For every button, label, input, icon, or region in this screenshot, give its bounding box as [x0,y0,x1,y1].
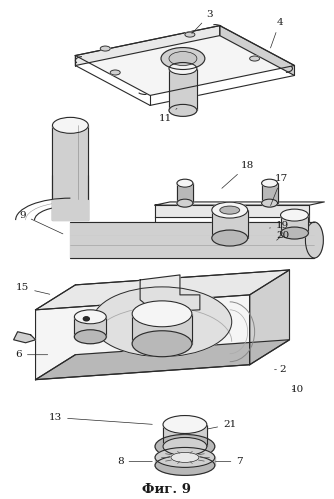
Text: Фиг. 9: Фиг. 9 [143,483,191,496]
Ellipse shape [163,416,207,434]
Ellipse shape [163,438,207,456]
Text: 11: 11 [158,108,177,123]
Text: 13: 13 [49,413,152,424]
Polygon shape [169,68,197,110]
Ellipse shape [92,287,232,357]
Polygon shape [35,270,290,310]
Ellipse shape [52,117,88,133]
Text: 4: 4 [271,18,283,48]
Polygon shape [212,210,248,238]
Ellipse shape [155,435,215,459]
Text: 2: 2 [275,365,286,374]
Ellipse shape [100,46,110,51]
Polygon shape [177,183,193,203]
Polygon shape [281,215,308,233]
Polygon shape [52,200,88,220]
Polygon shape [70,222,314,258]
Ellipse shape [262,179,278,187]
Ellipse shape [281,227,308,239]
Ellipse shape [132,331,192,357]
Text: 8: 8 [117,457,152,466]
Ellipse shape [110,70,120,75]
Ellipse shape [132,301,192,327]
Ellipse shape [171,453,199,463]
Text: 18: 18 [222,161,254,188]
Polygon shape [155,458,215,466]
Text: 6: 6 [15,350,48,359]
Polygon shape [35,295,249,380]
Text: 9: 9 [19,211,63,234]
Polygon shape [262,183,278,203]
Text: 19: 19 [270,221,289,230]
Ellipse shape [169,51,197,65]
Ellipse shape [262,199,278,207]
Text: 17: 17 [271,174,288,206]
Ellipse shape [169,62,197,74]
Ellipse shape [161,47,205,69]
Ellipse shape [74,330,106,344]
Text: 20: 20 [276,231,289,240]
Polygon shape [14,332,35,343]
Ellipse shape [305,222,323,258]
Ellipse shape [74,310,106,324]
Polygon shape [249,270,290,365]
Polygon shape [220,25,295,75]
Ellipse shape [155,456,215,476]
Ellipse shape [281,209,308,221]
Ellipse shape [212,202,248,218]
Polygon shape [163,425,207,447]
Polygon shape [132,314,192,344]
Ellipse shape [169,104,197,116]
Polygon shape [140,275,200,312]
Polygon shape [75,25,220,65]
Ellipse shape [177,179,193,187]
Text: 21: 21 [207,420,236,429]
Polygon shape [35,340,290,380]
Ellipse shape [249,56,260,61]
Ellipse shape [212,230,248,246]
Ellipse shape [185,32,195,37]
Polygon shape [52,125,88,220]
Ellipse shape [177,199,193,207]
Text: 3: 3 [192,10,213,33]
Text: 15: 15 [16,283,50,294]
Text: 10: 10 [291,385,304,394]
Ellipse shape [155,448,215,468]
Polygon shape [155,205,309,217]
Ellipse shape [84,317,89,321]
Polygon shape [74,317,106,337]
Polygon shape [155,202,324,205]
Ellipse shape [220,206,239,214]
Polygon shape [75,25,295,95]
Text: 7: 7 [215,457,243,466]
